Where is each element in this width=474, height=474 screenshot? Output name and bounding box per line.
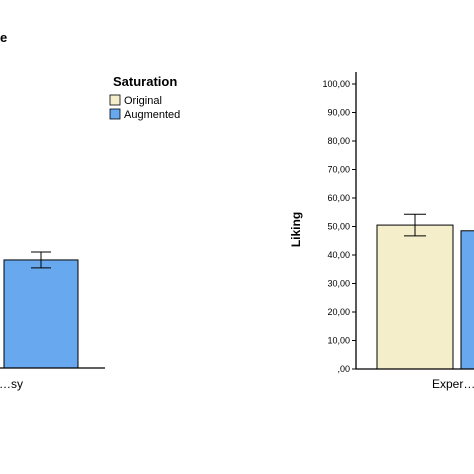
legend-title: Saturation	[113, 74, 177, 89]
category-label-left: …sy	[0, 377, 23, 391]
y-tick-label-5: 50,00	[327, 222, 350, 232]
y-tick-label-4: 40,00	[327, 250, 350, 260]
y-tick-label-2: 20,00	[327, 307, 350, 317]
y-tick-label-7: 70,00	[327, 165, 350, 175]
legend-label-original: Original	[124, 95, 162, 107]
y-tick-label-9: 90,00	[327, 108, 350, 118]
y-tick-label-1: 10,00	[327, 336, 350, 346]
bar-original-right	[376, 224, 454, 370]
legend-swatch-original	[109, 94, 121, 106]
y-axis-title: Liking	[289, 212, 303, 247]
error-bar-augmented-left	[31, 251, 51, 269]
legend: Saturation Original Augmented	[109, 74, 180, 121]
y-tick-label-8: 80,00	[327, 136, 350, 146]
y-tick-label-3: 30,00	[327, 279, 350, 289]
y-tick-label-0: ,00	[337, 364, 350, 374]
error-bar-original-right	[404, 213, 426, 237]
bar-augmented-right	[460, 230, 474, 370]
legend-label-augmented: Augmented	[124, 109, 180, 121]
legend-swatch-augmented	[109, 108, 121, 120]
right-chart-panel: ,00 10,00 20,00 30,00 40,00 50,00 60,00 70,00 80…	[289, 72, 474, 391]
y-tick-label-6: 60,00	[327, 193, 350, 203]
y-tick-label-10: 100,00	[322, 79, 350, 89]
left-chart-panel: …sy	[0, 251, 105, 391]
title-fragment: e	[0, 30, 7, 45]
bar-augmented-left	[3, 259, 79, 369]
category-label-right: Exper…	[432, 377, 474, 391]
